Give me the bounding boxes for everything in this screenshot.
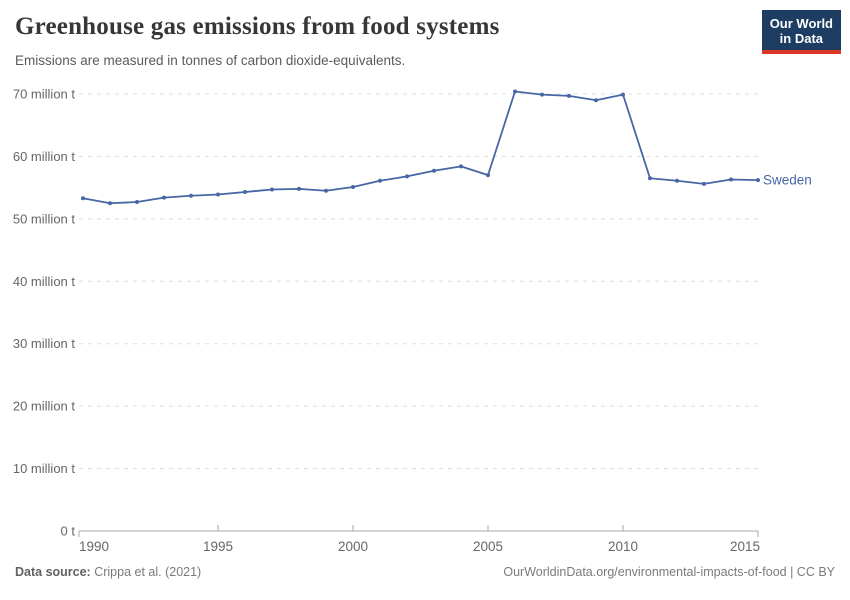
- x-tick-label: 1990: [79, 539, 109, 554]
- footer-link[interactable]: OurWorldinData.org/environmental-impacts…: [503, 565, 835, 579]
- data-point: [108, 201, 112, 206]
- y-tick-label: 70 million t: [13, 87, 76, 102]
- data-point: [675, 178, 679, 183]
- data-point: [540, 92, 544, 97]
- data-source-value: Crippa et al. (2021): [94, 565, 202, 579]
- data-point: [486, 173, 490, 178]
- x-tick-label: 2015: [730, 539, 760, 554]
- chart-footer: Data source: Crippa et al. (2021) OurWor…: [15, 565, 835, 579]
- y-tick-label: 40 million t: [13, 274, 76, 289]
- y-tick-label: 20 million t: [13, 399, 76, 414]
- data-point: [297, 186, 301, 191]
- data-point: [135, 200, 139, 205]
- x-tick-label: 2005: [473, 539, 503, 554]
- page-title: Greenhouse gas emissions from food syste…: [15, 13, 500, 40]
- data-point: [702, 181, 706, 186]
- data-point: [513, 89, 517, 94]
- data-point: [243, 190, 247, 195]
- data-point: [270, 187, 274, 192]
- series-label[interactable]: Sweden: [763, 173, 812, 188]
- owid-logo[interactable]: Our World in Data: [761, 10, 841, 54]
- logo-line2: in Data: [779, 31, 824, 46]
- data-point: [567, 93, 571, 98]
- data-point: [459, 164, 463, 169]
- x-tick-label: 2010: [608, 539, 638, 554]
- data-point: [594, 98, 598, 103]
- y-tick-label: 0 t: [61, 524, 76, 539]
- data-point: [324, 188, 328, 193]
- x-tick-label: 2000: [338, 539, 368, 554]
- data-point: [378, 178, 382, 183]
- data-source-label: Data source:: [15, 565, 91, 579]
- data-point: [621, 92, 625, 97]
- line-chart[interactable]: 0 t 10 million t 20 million t 30 million t 4…: [0, 0, 850, 560]
- data-point: [216, 192, 220, 197]
- data-line: [82, 90, 759, 205]
- data-point: [756, 178, 760, 183]
- data-point: [648, 176, 652, 181]
- data-point: [432, 168, 436, 173]
- data-point: [189, 193, 193, 198]
- data-point: [162, 195, 166, 200]
- y-tick-label: 60 million t: [13, 149, 76, 164]
- x-tick-label: 1995: [203, 539, 233, 554]
- y-tick-label: 50 million t: [13, 211, 76, 226]
- data-point: [405, 174, 409, 179]
- data-point: [351, 185, 355, 190]
- logo-line1: Our World: [769, 16, 833, 31]
- data-source: Data source: Crippa et al. (2021): [15, 565, 201, 579]
- y-tick-label: 10 million t: [13, 461, 76, 476]
- y-tick-label: 30 million t: [13, 336, 76, 351]
- data-point: [81, 196, 85, 201]
- chart-subtitle: Emissions are measured in tonnes of carb…: [15, 53, 406, 68]
- data-point: [729, 177, 733, 182]
